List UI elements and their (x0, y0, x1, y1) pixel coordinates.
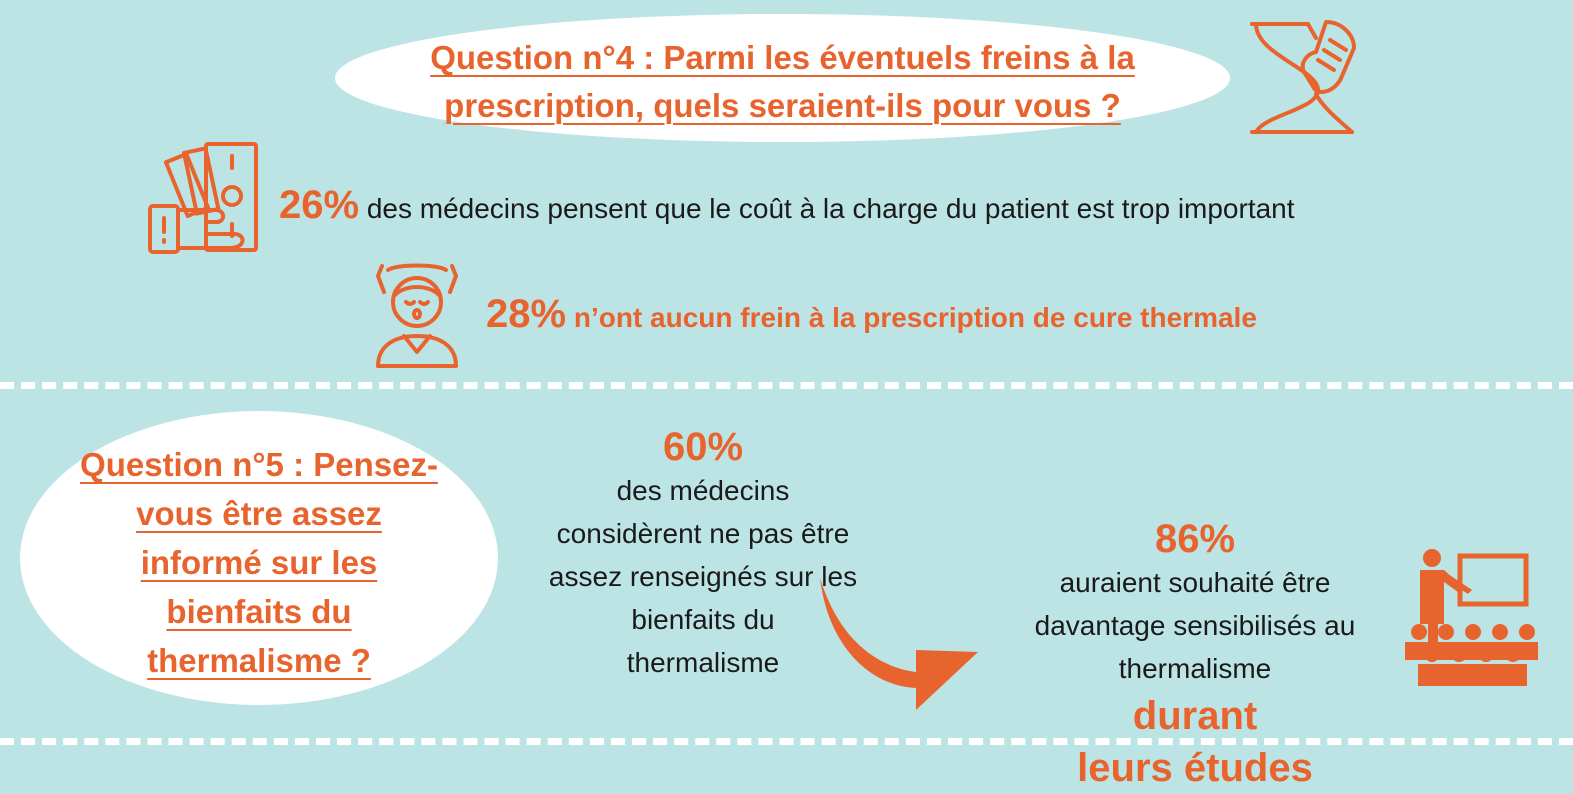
stat-60-paragraph: 60% des médecins considèrent ne pas être… (518, 426, 888, 684)
question4-title-line2: prescription, quels seraient-ils pour vo… (444, 87, 1121, 124)
hourglass-hand-icon (1250, 20, 1356, 134)
question5-title-line: thermalisme ? (147, 642, 371, 679)
section-divider-bottom (0, 738, 1573, 745)
classroom-teacher-icon (1405, 549, 1538, 686)
stat-86-percent: 86% (1154, 517, 1236, 561)
stat-86-emphasis: durant (1132, 694, 1258, 738)
stat-86-line1-text: auraient souhaité être (1059, 567, 1331, 598)
money-hand-icon (148, 142, 258, 254)
question5-bubble (20, 411, 498, 705)
question4-title-line1: Question n°4 : Parmi les éventuels frein… (430, 39, 1135, 76)
stat-60-line1-text: des médecins (616, 475, 790, 506)
stat-60-percent: 60% (662, 425, 744, 469)
question5-title: Question n°5 : Pensez- vous être assez i… (40, 440, 478, 685)
section-divider-top (0, 382, 1573, 389)
stat-86-line1: 86% auraient souhaité être (980, 518, 1410, 604)
question4-title: Question n°4 : Parmi les éventuels frein… (360, 34, 1205, 130)
curved-arrow-icon (820, 578, 978, 710)
stat-60-line: bienfaits du (631, 604, 775, 635)
stat-60-line: considèrent ne pas être (556, 518, 850, 549)
stat-60-line1: 60% des médecins (518, 426, 888, 512)
stat-cost-line: 26% des médecins pensent que le coût à l… (279, 183, 1295, 228)
relaxed-person-icon (376, 263, 458, 368)
stat-nofrein-line: 28% n’ont aucun frein à la prescription … (486, 292, 1257, 337)
question5-title-line: bienfaits du (166, 593, 352, 630)
stat-86-emphasis-line: leurs études (1077, 746, 1313, 790)
stat-86-line3: thermalisme durant (980, 647, 1410, 742)
question5-title-line: informé sur les (140, 544, 378, 581)
stat-86-line2: davantage sensibilisés au (1034, 610, 1356, 641)
stat-60-line: assez renseignés sur les (548, 561, 858, 592)
stat-nofrein-percent: 28% (486, 292, 567, 336)
stat-cost-text: des médecins pensent que le coût à la ch… (366, 193, 1295, 224)
question5-title-line: vous être assez (136, 495, 382, 532)
stat-nofrein-text: n’ont aucun frein à la prescription de c… (573, 302, 1257, 333)
question5-title-line: Question n°5 : Pensez- (80, 446, 438, 483)
stat-60-line: thermalisme (626, 647, 780, 678)
stat-cost-percent: 26% (279, 183, 360, 227)
stat-86-line3-text: thermalisme (1118, 653, 1272, 684)
question4-bubble (335, 14, 1230, 142)
